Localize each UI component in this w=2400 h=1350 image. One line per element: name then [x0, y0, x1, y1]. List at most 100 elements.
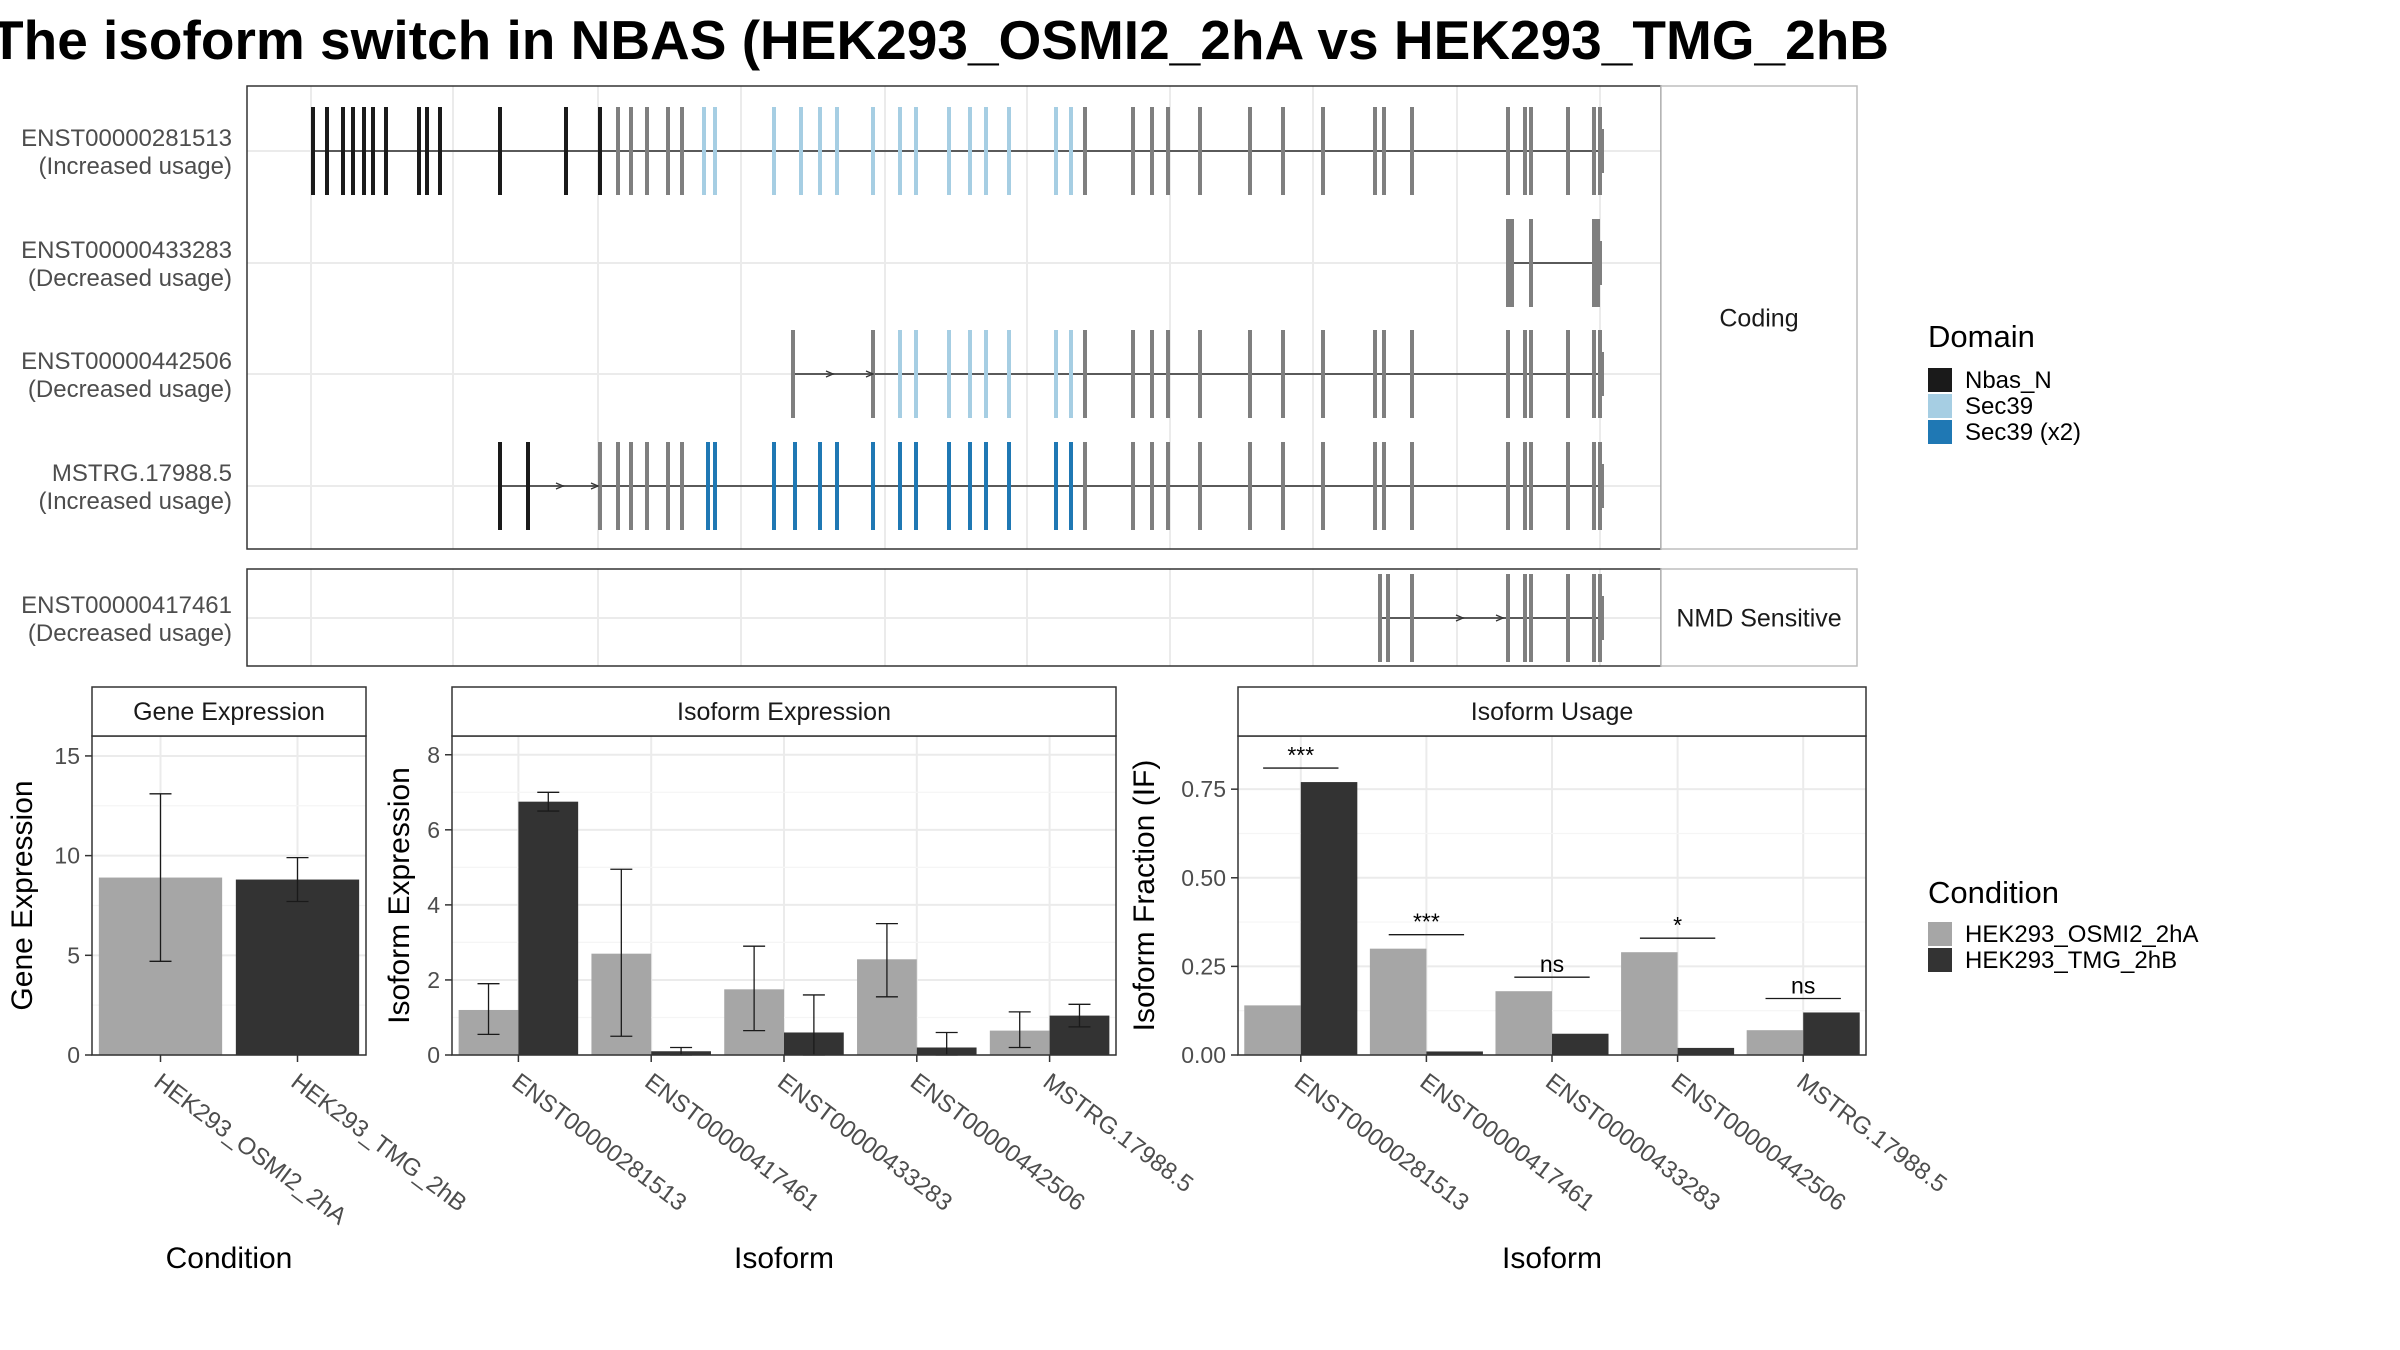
transcript-usage-label: (Decreased usage) [28, 620, 232, 647]
domain-legend-title: Domain [1928, 319, 2035, 354]
transcript-usage-label: (Increased usage) [39, 488, 232, 515]
exon [1281, 107, 1285, 195]
exon [1382, 442, 1386, 530]
exon [791, 330, 795, 418]
significance-label: *** [1413, 909, 1440, 935]
bar [518, 801, 579, 1055]
exon-end [1599, 464, 1604, 508]
y-axis-title: Isoform Expression [383, 767, 416, 1024]
exon [371, 107, 375, 195]
exon [1373, 330, 1377, 418]
exon [1529, 574, 1533, 662]
y-tick-label: 6 [427, 817, 440, 843]
exon [362, 107, 366, 195]
plot-title: The isoform switch in NBAS (HEK293_OSMI2… [0, 9, 1890, 71]
exon [629, 107, 633, 195]
facet-strip [451, 686, 1117, 737]
x-axis-title: Isoform [1502, 1242, 1602, 1275]
y-tick-label: 2 [427, 967, 440, 993]
exon [1131, 330, 1135, 418]
transcript-id-label: ENST00000442506 [21, 348, 232, 375]
exon [1281, 442, 1285, 530]
exon [914, 442, 918, 530]
exon [1506, 330, 1510, 418]
exon [1069, 442, 1073, 530]
exon [1054, 107, 1058, 195]
exon [1386, 574, 1390, 662]
exon [898, 107, 902, 195]
x-axis-title: Isoform [734, 1242, 834, 1275]
exon [1410, 330, 1414, 418]
exon [666, 107, 670, 195]
exon [1198, 442, 1202, 530]
exon [835, 442, 839, 530]
y-axis-title: Isoform Fraction (IF) [1128, 760, 1161, 1032]
exon [835, 107, 839, 195]
exon [1566, 442, 1570, 530]
exon [1529, 219, 1533, 307]
exon [1506, 219, 1510, 307]
gene-panel-bg [247, 86, 1661, 549]
direction-arrow [1495, 614, 1505, 622]
significance-label: ns [1540, 951, 1564, 977]
exon [526, 442, 530, 530]
exon [498, 107, 502, 195]
exon [1378, 574, 1382, 662]
domain-legend-key [1928, 420, 1952, 444]
exon [564, 107, 568, 195]
exon [1523, 330, 1527, 418]
facet-strip [91, 686, 367, 737]
exon [1566, 107, 1570, 195]
exon [984, 107, 988, 195]
exon [1198, 107, 1202, 195]
exon [666, 442, 670, 530]
exon [598, 442, 602, 530]
exon-end [1599, 129, 1604, 173]
bar [1426, 1051, 1483, 1055]
significance-label: * [1673, 912, 1682, 938]
exon [645, 442, 649, 530]
direction-arrow [865, 370, 875, 378]
bar [1746, 1030, 1804, 1055]
exon-end [1599, 352, 1604, 396]
exon [1373, 107, 1377, 195]
direction-arrow [825, 370, 835, 378]
exon [1150, 330, 1154, 418]
exon-end [1599, 596, 1604, 640]
exon [1506, 574, 1510, 662]
exon [1523, 107, 1527, 195]
exon [1321, 107, 1325, 195]
exon [968, 107, 972, 195]
exon [914, 330, 918, 418]
domain-legend-label: Sec39 (x2) [1965, 419, 2081, 446]
exon [1592, 442, 1596, 530]
exon [1506, 107, 1510, 195]
exon [1592, 219, 1596, 307]
exon [438, 107, 442, 195]
exon [1566, 330, 1570, 418]
y-tick-label: 8 [427, 742, 440, 768]
exon [871, 442, 875, 530]
exon [772, 442, 776, 530]
exon [1529, 330, 1533, 418]
significance-label: ns [1791, 972, 1815, 998]
exon [1523, 574, 1527, 662]
exon [984, 442, 988, 530]
exon [645, 107, 649, 195]
bar [1300, 782, 1358, 1055]
exon [616, 107, 620, 195]
y-tick-label: 0.00 [1181, 1042, 1226, 1068]
domain-legend-key [1928, 394, 1952, 418]
facet-strip-label: Isoform Usage [1471, 698, 1634, 726]
exon [1410, 574, 1414, 662]
exon [1510, 219, 1514, 307]
exon [1166, 442, 1170, 530]
exon [425, 107, 429, 195]
exon [616, 442, 620, 530]
exon [713, 107, 717, 195]
exon [1248, 107, 1252, 195]
y-tick-label: 15 [54, 743, 80, 769]
exon [1166, 107, 1170, 195]
exon [1373, 442, 1377, 530]
exon [818, 442, 822, 530]
